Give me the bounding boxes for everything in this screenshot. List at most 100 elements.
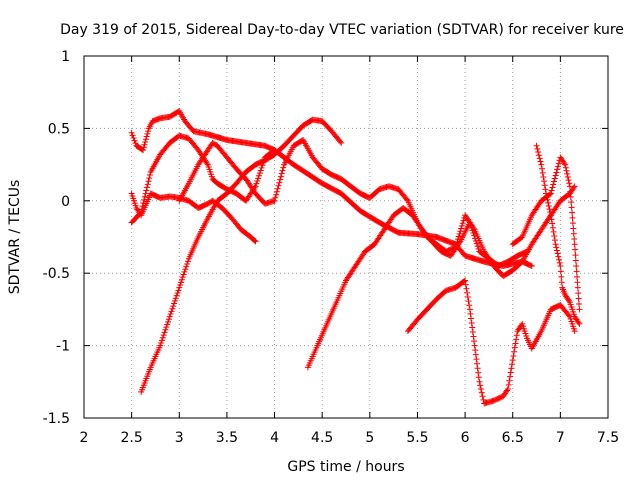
- data-point: [565, 177, 572, 184]
- data-point: [257, 167, 264, 174]
- data-point: [468, 315, 475, 322]
- data-point: [569, 220, 576, 227]
- data-point: [543, 190, 550, 197]
- data-point: [573, 268, 580, 275]
- data-point: [129, 132, 136, 139]
- data-point: [472, 347, 479, 354]
- data-point: [475, 369, 482, 376]
- data-point: [178, 279, 185, 286]
- data-point: [552, 172, 559, 179]
- data-point: [576, 306, 583, 313]
- data-point: [162, 326, 169, 333]
- data-point: [455, 233, 462, 240]
- data-point: [571, 241, 578, 248]
- data-point: [562, 161, 569, 168]
- y-tick-label: 1: [61, 49, 70, 65]
- data-point: [569, 214, 576, 221]
- data-point: [158, 339, 165, 346]
- data-point: [546, 191, 553, 198]
- data-point: [504, 387, 511, 394]
- data-point: [462, 277, 469, 284]
- data-point: [183, 263, 190, 270]
- data-point: [182, 266, 189, 273]
- data-point: [528, 262, 535, 269]
- data-point: [568, 199, 575, 206]
- x-axis-label: GPS time / hours: [287, 459, 404, 475]
- data-point: [181, 268, 188, 275]
- data-point: [164, 321, 171, 328]
- data-point: [555, 253, 562, 260]
- data-point: [548, 216, 555, 223]
- x-tick-label: 3: [175, 430, 184, 446]
- data-point: [505, 381, 512, 388]
- data-point: [177, 282, 184, 289]
- data-point: [467, 310, 474, 317]
- data-point: [554, 166, 561, 173]
- data-point: [251, 237, 258, 244]
- data-point: [137, 210, 144, 217]
- data-point: [549, 220, 556, 227]
- data-point: [551, 175, 558, 182]
- data-point: [252, 238, 259, 245]
- x-tick-label: 5.5: [406, 430, 428, 446]
- data-point: [572, 257, 579, 264]
- data-point: [513, 336, 520, 343]
- data-point: [143, 187, 150, 194]
- data-point: [168, 308, 175, 315]
- data-point: [480, 396, 487, 403]
- data-point: [255, 175, 262, 182]
- data-point: [271, 197, 278, 204]
- data-point: [458, 225, 465, 232]
- data-point: [566, 183, 573, 190]
- data-point: [167, 311, 174, 318]
- data-point: [475, 374, 482, 381]
- data-point: [271, 147, 278, 154]
- x-tick-label: 6: [461, 430, 470, 446]
- data-point: [144, 184, 151, 191]
- data-point: [130, 134, 137, 141]
- data-point: [573, 262, 580, 269]
- y-tick-label: -1.5: [43, 411, 70, 427]
- data-point: [146, 171, 153, 178]
- data-point: [551, 232, 558, 239]
- data-point: [572, 246, 579, 253]
- series-trace-c: [138, 116, 345, 395]
- data-point: [510, 352, 517, 359]
- data-point: [556, 256, 563, 263]
- data-point: [473, 240, 480, 247]
- data-point: [575, 319, 582, 326]
- data-point: [472, 235, 479, 242]
- data-point: [551, 237, 558, 244]
- data-point: [459, 220, 466, 227]
- data-point: [476, 378, 483, 385]
- axis-ticks: [83, 55, 609, 419]
- data-point: [144, 130, 151, 137]
- data-point: [544, 196, 551, 203]
- data-point: [141, 196, 148, 203]
- data-point: [562, 164, 569, 171]
- data-point: [568, 204, 575, 211]
- data-point: [549, 184, 556, 191]
- data-point: [567, 193, 574, 200]
- data-point: [203, 160, 210, 167]
- data-point: [254, 178, 261, 185]
- data-point: [575, 295, 582, 302]
- data-point: [472, 351, 479, 358]
- data-point: [473, 356, 480, 363]
- data-point: [465, 298, 472, 305]
- data-point: [464, 289, 471, 296]
- data-point: [463, 285, 470, 292]
- data-point: [170, 303, 177, 310]
- data-point: [337, 138, 344, 145]
- data-point: [273, 191, 280, 198]
- x-tick-label: 4: [270, 430, 279, 446]
- data-point: [138, 209, 145, 216]
- y-tick-labels: 1 0.5 0 -0.5 -1 -1.5: [43, 49, 70, 427]
- data-point: [145, 128, 152, 135]
- data-point: [457, 228, 464, 235]
- data-point: [141, 193, 148, 200]
- data-point: [567, 188, 574, 195]
- data-point: [477, 382, 484, 389]
- data-point: [524, 248, 531, 255]
- x-tick-labels: 2 2.5 3 3.5 4 4.5 5 5.5 6 6.5 7 7.5: [80, 430, 620, 446]
